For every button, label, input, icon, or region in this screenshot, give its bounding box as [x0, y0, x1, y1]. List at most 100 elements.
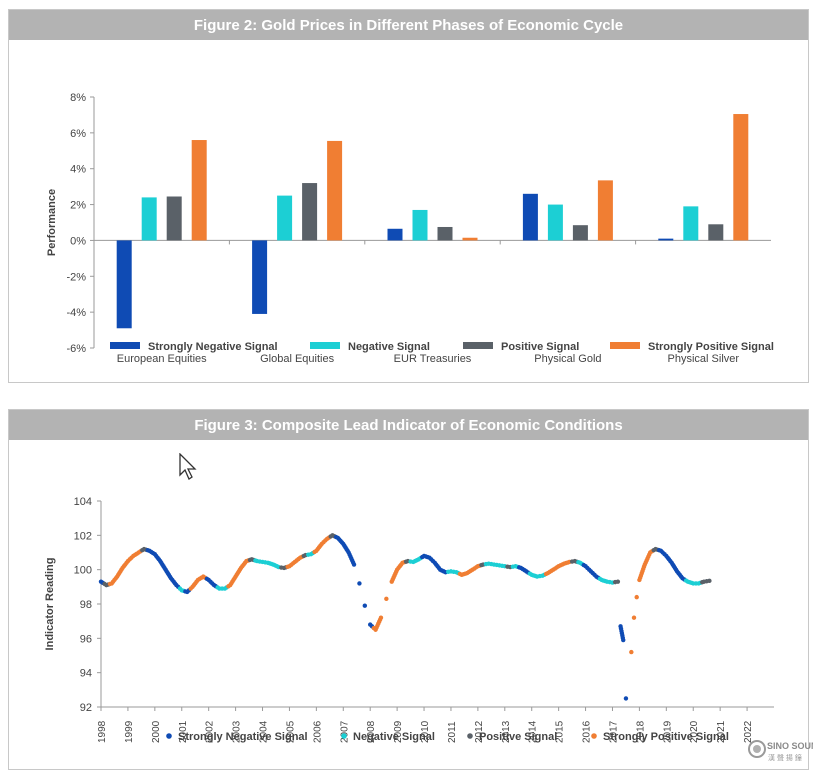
- data-point: [623, 696, 629, 701]
- data-point: [615, 579, 621, 584]
- x-tick-label: 2004: [259, 720, 270, 743]
- x-tick-label: 1998: [97, 720, 108, 743]
- bar: [547, 204, 563, 241]
- data-point: [621, 637, 626, 643]
- mouse-cursor-icon: [179, 453, 197, 480]
- y-tick-label: 2%: [70, 200, 86, 212]
- y-tick-label: 6%: [70, 128, 86, 140]
- x-tick-label: 2007: [339, 720, 350, 743]
- x-tick-label: 2009: [393, 720, 404, 743]
- y-tick-label: -6%: [66, 343, 86, 355]
- y-axis-label: Performance: [46, 189, 58, 256]
- x-tick-label: 2012: [474, 720, 485, 743]
- bar: [412, 209, 428, 241]
- logo-text: SINO SOUND: [767, 741, 813, 751]
- legend-marker: [166, 733, 172, 739]
- y-tick-label: -4%: [66, 307, 86, 319]
- legend-swatch: [310, 342, 340, 349]
- y-tick-label: 8%: [70, 92, 86, 104]
- category-label: Physical Silver: [668, 353, 740, 365]
- bar: [597, 180, 613, 241]
- legend-label: Strongly Negative Signal: [178, 731, 308, 743]
- data-point: [629, 649, 634, 655]
- y-tick-label: 98: [80, 599, 92, 611]
- x-tick-label: 2010: [420, 720, 431, 743]
- legend-label: Positive Signal: [479, 731, 557, 743]
- category-label: Global Equities: [260, 353, 334, 365]
- x-tick-label: 2006: [312, 720, 323, 743]
- bar: [327, 140, 343, 241]
- category-label: EUR Treasuries: [394, 353, 472, 365]
- y-tick-label: 104: [74, 496, 92, 508]
- y-tick-label: 94: [80, 668, 92, 680]
- y-tick-label: 92: [80, 702, 92, 714]
- y-tick-label: 100: [74, 565, 92, 577]
- x-tick-label: 2005: [285, 720, 296, 743]
- figure-2-chart: -6% -4% -2% 0% 2% 4% 6% 8% Performance European E…: [46, 92, 774, 365]
- bar: [141, 197, 157, 241]
- x-tick-label: 2018: [635, 720, 646, 743]
- bar: [116, 240, 132, 329]
- bar: [683, 206, 699, 241]
- y-axis-label: Indicator Reading: [44, 558, 56, 651]
- x-tick-label: 2019: [662, 720, 673, 743]
- bar: [166, 196, 182, 241]
- legend-swatch: [610, 342, 640, 349]
- figure-3-panel: Figure 3: Composite Lead Indicator of Ec…: [8, 409, 809, 770]
- legend-label: Negative Signal: [353, 731, 435, 743]
- legend-marker: [341, 733, 347, 739]
- figure-2-panel: Figure 2: Gold Prices in Different Phase…: [8, 9, 809, 383]
- legend-label: Strongly Positive Signal: [648, 341, 774, 353]
- data-point: [362, 603, 368, 608]
- bar: [437, 226, 453, 241]
- figure-3-title: Figure 3: Composite Lead Indicator of Ec…: [9, 410, 808, 440]
- legend-marker: [467, 733, 473, 739]
- figure-2-title: Figure 2: Gold Prices in Different Phase…: [9, 10, 808, 40]
- x-tick-label: 2021: [716, 720, 727, 743]
- legend-label: Positive Signal: [501, 341, 579, 353]
- x-tick-label: 2014: [528, 720, 539, 743]
- y-tick-label: 96: [80, 633, 92, 645]
- data-point: [384, 596, 389, 602]
- x-tick-label: 2001: [178, 720, 189, 743]
- data-point: [707, 578, 712, 584]
- x-tick-label: 2017: [608, 720, 619, 743]
- bar: [658, 238, 674, 241]
- x-tick-label: 2011: [447, 721, 458, 743]
- figure-3-chart: 92 94 96 98 100 102 104 Indicator Reading 1998 19…: [44, 496, 774, 743]
- x-tick-label: 2016: [582, 720, 593, 743]
- bar: [462, 237, 478, 241]
- legend-swatch: [110, 342, 140, 349]
- x-tick-label: 2013: [501, 720, 512, 743]
- x-tick-label: 2008: [366, 720, 377, 743]
- y-tick-label: 4%: [70, 164, 86, 176]
- legend-label: Strongly Positive Signal: [603, 731, 729, 743]
- sino-sound-logo: SINO SOUND 漢 聲 揚 鐘: [747, 737, 818, 765]
- data-point: [631, 615, 637, 620]
- legend-marker: [591, 733, 597, 739]
- bar: [733, 114, 749, 241]
- bar: [572, 225, 588, 241]
- y-tick-label: -2%: [66, 271, 86, 283]
- legend-swatch: [463, 342, 493, 349]
- legend-label: Negative Signal: [348, 341, 430, 353]
- y-tick-label: 102: [74, 530, 92, 542]
- x-tick-label: 2020: [689, 720, 700, 743]
- bar: [708, 224, 724, 241]
- data-point: [357, 581, 362, 586]
- data-point: [378, 615, 384, 620]
- bar: [277, 195, 293, 241]
- data-point: [634, 594, 639, 600]
- data-point: [351, 562, 357, 567]
- logo-subtext: 漢 聲 揚 鐘: [768, 753, 802, 762]
- category-label: Physical Gold: [534, 353, 601, 365]
- y-tick-label: 0%: [70, 235, 86, 247]
- x-tick-label: 2000: [151, 720, 162, 743]
- bar: [252, 240, 268, 314]
- category-label: European Equities: [117, 353, 207, 365]
- bar: [302, 183, 318, 241]
- x-tick-label: 2003: [232, 720, 243, 743]
- x-tick-label: 2015: [555, 720, 566, 743]
- bar: [387, 228, 403, 241]
- x-tick-label: 1999: [124, 720, 135, 743]
